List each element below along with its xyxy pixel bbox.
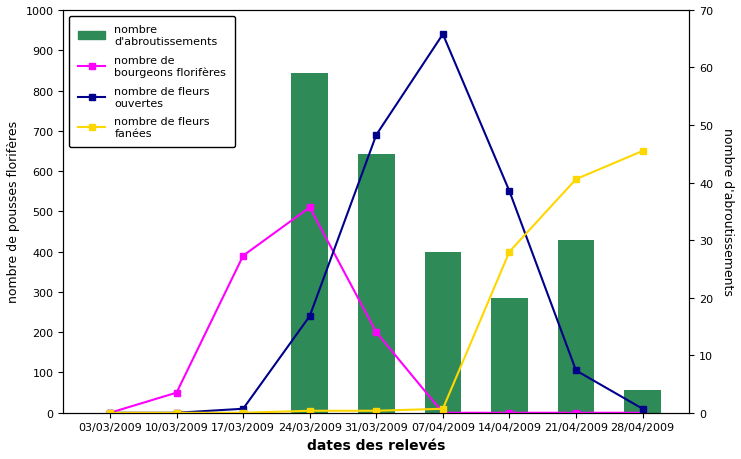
Bar	[358, 155, 395, 413]
Bar	[425, 252, 461, 413]
Bar	[625, 390, 661, 413]
Bar	[558, 241, 594, 413]
Y-axis label: nombre de pousses florifères: nombre de pousses florifères	[7, 121, 20, 303]
Bar	[491, 298, 528, 413]
Y-axis label: nombre d'abroutissements: nombre d'abroutissements	[721, 128, 734, 296]
Legend: nombre
d'abroutissements, nombre de
bourgeons florifères, nombre de fleurs
ouver: nombre d'abroutissements, nombre de bour…	[69, 17, 235, 148]
X-axis label: dates des relevés: dates des relevés	[307, 438, 445, 452]
Bar	[291, 74, 328, 413]
